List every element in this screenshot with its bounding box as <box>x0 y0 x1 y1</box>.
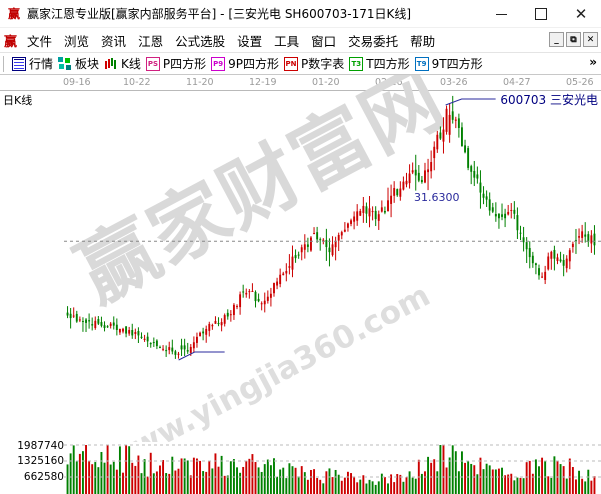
toolbar-label-quotes: 行情 <box>29 55 53 72</box>
menu-item-window[interactable]: 窗口 <box>305 29 342 52</box>
toolbar-label-sectors: 板块 <box>75 55 99 72</box>
candlestick-icon <box>104 57 118 71</box>
toolbar-label-t-square: T四方形 <box>366 55 409 72</box>
menu-item-tools[interactable]: 工具 <box>268 29 305 52</box>
window-titlebar: 赢 赢家江恩专业版[赢家内部服务平台] - [三安光电 SH600703-171… <box>0 0 601 28</box>
menu-item-formula-screener[interactable]: 公式选股 <box>169 29 231 52</box>
price-chart-panel[interactable]: 09-16 10-22 11-20 12-19 01-20 02-26 03-2… <box>0 75 601 442</box>
window-close-button[interactable]: ✕ <box>561 0 601 28</box>
toolbar-button-9t-square[interactable]: T9 9T四方形 <box>415 55 483 72</box>
toolbar-divider <box>3 56 4 72</box>
menu-logo-icon: 赢 <box>4 31 17 50</box>
toolbar-label-kline: K线 <box>121 55 141 72</box>
date-axis: 09-16 10-22 11-20 12-19 01-20 02-26 03-2… <box>0 75 601 91</box>
window-controls: ✕ <box>481 0 601 28</box>
toolbar-button-p-square[interactable]: PS P四方形 <box>146 55 206 72</box>
blocks-icon <box>58 57 72 71</box>
menu-item-help[interactable]: 帮助 <box>404 29 441 52</box>
mdi-restore-button[interactable]: ⧉ <box>566 32 581 47</box>
date-tick: 05-26 <box>566 77 594 88</box>
t3-box-icon: T3 <box>349 57 363 71</box>
toolbar-overflow-button[interactable]: » <box>589 55 597 69</box>
date-tick: 12-19 <box>249 77 277 88</box>
mdi-window-controls: _ ⧉ ✕ <box>549 32 598 47</box>
app-logo-icon: 赢 <box>6 6 22 22</box>
menu-item-file[interactable]: 文件 <box>21 29 58 52</box>
candlestick-series <box>0 91 601 442</box>
date-tick: 09-16 <box>63 77 91 88</box>
pn-box-icon: PN <box>284 57 298 71</box>
menu-item-gann[interactable]: 江恩 <box>132 29 169 52</box>
menu-item-trade[interactable]: 交易委托 <box>342 29 404 52</box>
p9-box-icon: P9 <box>211 57 225 71</box>
date-tick: 01-20 <box>312 77 340 88</box>
window-title: 赢家江恩专业版[赢家内部服务平台] - [三安光电 SH600703-171日K… <box>27 5 411 22</box>
toolbar-button-p-number-table[interactable]: PN P数字表 <box>284 55 344 72</box>
mdi-close-button[interactable]: ✕ <box>583 32 598 47</box>
menu-item-news[interactable]: 资讯 <box>95 29 132 52</box>
ps-box-icon: PS <box>146 57 160 71</box>
t9-box-icon: T9 <box>415 57 429 71</box>
toolbar-label-9t-square: 9T四方形 <box>432 55 483 72</box>
date-tick: 10-22 <box>123 77 151 88</box>
grid-icon <box>12 57 26 71</box>
volume-chart-panel[interactable]: 1987740 1325160 662580 <box>0 442 601 494</box>
menubar: 赢 文件 浏览 资讯 江恩 公式选股 设置 工具 窗口 交易委托 帮助 _ ⧉ … <box>0 28 601 53</box>
volume-axis-label: 662580 <box>24 471 64 483</box>
volume-axis-label: 1325160 <box>17 455 64 467</box>
window-minimize-button[interactable] <box>481 0 521 28</box>
mdi-minimize-button[interactable]: _ <box>549 32 564 47</box>
date-tick: 04-27 <box>503 77 531 88</box>
toolbar-button-sectors[interactable]: 板块 <box>58 55 99 72</box>
toolbar-button-quotes[interactable]: 行情 <box>12 55 53 72</box>
toolbar-label-p-square: P四方形 <box>163 55 206 72</box>
menu-item-settings[interactable]: 设置 <box>231 29 268 52</box>
toolbar-button-t-square[interactable]: T3 T四方形 <box>349 55 409 72</box>
date-tick: 02-26 <box>375 77 403 88</box>
annotation-high-price: 31.6300 <box>414 191 460 204</box>
toolbar-button-9p-square[interactable]: P9 9P四方形 <box>211 55 279 72</box>
window-maximize-button[interactable] <box>521 0 561 28</box>
date-tick: 03-26 <box>440 77 468 88</box>
main-toolbar: 行情 板块 K线 PS P四方形 P9 9P四方形 PN P数字表 T3 T四方… <box>0 53 601 75</box>
toolbar-button-kline[interactable]: K线 <box>104 55 141 72</box>
toolbar-label-9p-square: 9P四方形 <box>228 55 279 72</box>
toolbar-label-p-number-table: P数字表 <box>301 55 344 72</box>
date-tick: 11-20 <box>186 77 214 88</box>
volume-series <box>0 442 601 494</box>
menu-item-browse[interactable]: 浏览 <box>58 29 95 52</box>
